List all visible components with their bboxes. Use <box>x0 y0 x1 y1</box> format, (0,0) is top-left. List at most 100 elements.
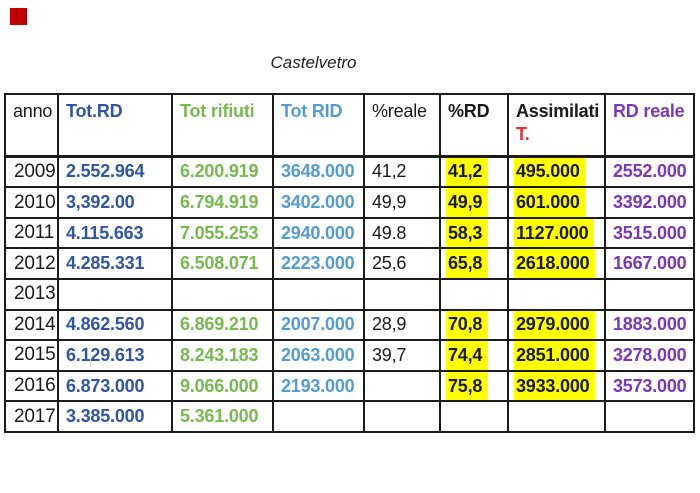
cell-value: 2223.000 <box>281 253 355 274</box>
cell-2011-tot_rd: 4.115.663 <box>57 216 173 250</box>
highlighted-value: 601.000 <box>514 189 586 216</box>
cell-value: 6.200.919 <box>180 161 259 182</box>
cell-2017-anno: 2017 <box>4 400 59 433</box>
cell-2010-perc_rd: 49,9 <box>439 186 509 219</box>
highlighted-value: 2851.000 <box>514 342 596 369</box>
cell-value: 2063.000 <box>281 344 355 365</box>
cell-value: 2552.000 <box>613 161 687 182</box>
cell-2011-tot_rid: 2940.000 <box>272 216 365 250</box>
cell-value: 28,9 <box>372 314 407 335</box>
cell-value: 6.129.613 <box>66 344 145 365</box>
table-header-row: anno Tot.RD Tot rifiuti Tot RID %reale %RD Ass… <box>4 93 695 158</box>
cell-value: 3.385.000 <box>66 406 145 427</box>
cell-2016-tot_rd: 6.873.000 <box>57 369 173 403</box>
cell-2010-tot_rifiuti: 6.794.919 <box>171 186 274 219</box>
cell-2009-tot_rd: 2.552.964 <box>57 154 173 189</box>
cell-2012-tot_rifiuti: 6.508.071 <box>171 247 274 280</box>
column-header-label: %reale <box>372 101 427 121</box>
cell-2013-tot_rid <box>272 278 365 311</box>
cell-2009-perc_reale: 41,2 <box>363 154 441 189</box>
cell-value: 39,7 <box>372 344 407 365</box>
table-row-2014: 2014 4.862.560 6.869.210 2007.000 28,9 70,8 29… <box>4 308 695 342</box>
cell-value: 7.055.253 <box>180 222 259 243</box>
highlighted-value: 1127.000 <box>514 219 595 247</box>
cell-2017-perc_rd <box>439 400 509 433</box>
data-table: anno Tot.RD Tot rifiuti Tot RID %reale %RD Ass… <box>4 93 695 433</box>
cell-2015-anno: 2015 <box>4 339 59 372</box>
highlighted-value: 2979.000 <box>514 311 596 339</box>
cell-value: 4.285.331 <box>66 253 145 274</box>
cell-2013-anno: 2013 <box>4 278 59 311</box>
year-label: 2010 <box>14 191 56 213</box>
cell-2011-rd_reale: 3515.000 <box>604 216 695 250</box>
highlighted-value: 49,9 <box>446 189 489 216</box>
column-header-label: RD reale <box>613 101 685 121</box>
cell-value: 2.552.964 <box>66 161 145 182</box>
cell-2015-tot_rifiuti: 8.243.183 <box>171 339 274 372</box>
cell-2015-tot_rd: 6.129.613 <box>57 339 173 372</box>
cell-2016-tot_rid: 2193.000 <box>272 369 365 403</box>
column-header-rd_reale: RD reale <box>604 93 695 158</box>
column-header-tot_rd: Tot.RD <box>57 93 173 158</box>
cell-value: 9.066.000 <box>180 375 259 396</box>
cell-2009-tot_rid: 3648.000 <box>272 154 365 189</box>
highlighted-value: 3933.000 <box>514 372 596 400</box>
cell-2012-perc_rd: 65,8 <box>439 247 509 280</box>
cell-value: 6.508.071 <box>180 253 259 274</box>
cell-value: 1883.000 <box>613 314 687 335</box>
table-body: 2009 2.552.964 6.200.919 3648.000 41,2 41,2 49… <box>4 154 695 433</box>
column-header-label: anno <box>13 101 53 121</box>
cell-2011-perc_rd: 58,3 <box>439 216 509 250</box>
year-label: 2016 <box>14 375 56 397</box>
cell-value: 1667.000 <box>613 253 687 274</box>
cell-2011-anno: 2011 <box>4 216 59 250</box>
highlighted-value: 58,3 <box>446 219 489 247</box>
cell-value: 3278.000 <box>613 344 687 365</box>
cell-value: 2940.000 <box>281 222 355 243</box>
cell-value: 2193.000 <box>281 375 355 396</box>
cell-2009-assimilati: 495.000 <box>507 154 606 189</box>
column-header-label-line2: T. <box>516 124 530 144</box>
cell-2014-tot_rd: 4.862.560 <box>57 308 173 342</box>
highlighted-value: 2618.000 <box>514 250 596 278</box>
cell-2010-perc_reale: 49,9 <box>363 186 441 219</box>
column-header-assimilati: Assimilati T. <box>507 93 606 158</box>
cell-value: 8.243.183 <box>180 344 259 365</box>
cell-2009-tot_rifiuti: 6.200.919 <box>171 154 274 189</box>
cell-value: 49.8 <box>372 222 407 243</box>
cell-2017-tot_rifiuti: 5.361.000 <box>171 400 274 433</box>
column-header-label: Tot rifiuti <box>180 101 255 121</box>
table-row-2015: 2015 6.129.613 8.243.183 2063.000 39,7 74,4 28… <box>4 339 695 372</box>
cell-2014-rd_reale: 1883.000 <box>604 308 695 342</box>
table-row-2011: 2011 4.115.663 7.055.253 2940.000 49.8 58,3 11… <box>4 216 695 250</box>
cell-2014-assimilati: 2979.000 <box>507 308 606 342</box>
column-header-perc_reale: %reale <box>363 93 441 158</box>
year-label: 2014 <box>14 313 56 335</box>
cell-2016-perc_reale <box>363 369 441 403</box>
cell-value: 4.862.560 <box>66 314 145 335</box>
cell-2012-perc_reale: 25,6 <box>363 247 441 280</box>
cell-2017-rd_reale <box>604 400 695 433</box>
cell-2016-rd_reale: 3573.000 <box>604 369 695 403</box>
cell-value: 6.794.919 <box>180 192 259 213</box>
cell-value: 41,2 <box>372 161 407 182</box>
year-label: 2013 <box>14 283 56 305</box>
cell-2015-perc_reale: 39,7 <box>363 339 441 372</box>
column-header-anno: anno <box>4 93 59 158</box>
cell-2010-tot_rd: 3,392.00 <box>57 186 173 219</box>
cell-2009-perc_rd: 41,2 <box>439 154 509 189</box>
cell-2011-assimilati: 1127.000 <box>507 216 606 250</box>
cell-2013-perc_rd <box>439 278 509 311</box>
red-square-marker <box>10 8 27 25</box>
cell-2017-tot_rd: 3.385.000 <box>57 400 173 433</box>
column-header-label: Tot RID <box>281 101 343 121</box>
cell-2011-tot_rifiuti: 7.055.253 <box>171 216 274 250</box>
cell-value: 6.869.210 <box>180 314 259 335</box>
year-label: 2009 <box>14 160 56 182</box>
highlighted-value: 75,8 <box>446 372 489 400</box>
cell-value: 49,9 <box>372 192 407 213</box>
table-row-2013: 2013 <box>4 278 695 311</box>
cell-2017-assimilati <box>507 400 606 433</box>
cell-2015-assimilati: 2851.000 <box>507 339 606 372</box>
cell-value: 2007.000 <box>281 314 355 335</box>
